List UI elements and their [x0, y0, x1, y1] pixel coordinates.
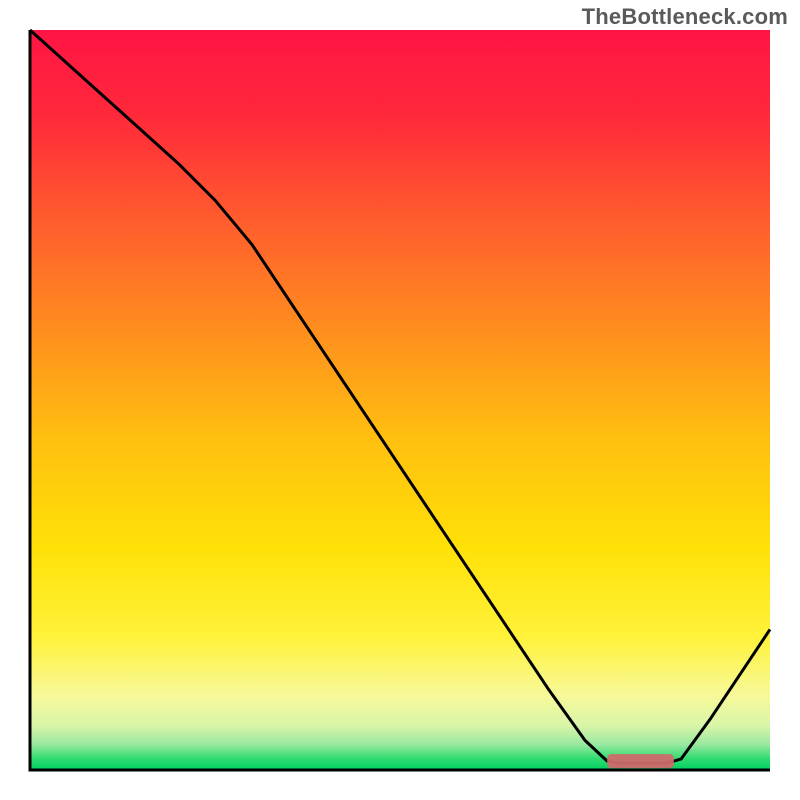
- plot-background: [30, 30, 770, 770]
- gradient-line-chart: [0, 0, 800, 800]
- optimal-range-marker: [607, 754, 674, 768]
- chart-container: TheBottleneck.com: [0, 0, 800, 800]
- watermark-text: TheBottleneck.com: [582, 4, 788, 30]
